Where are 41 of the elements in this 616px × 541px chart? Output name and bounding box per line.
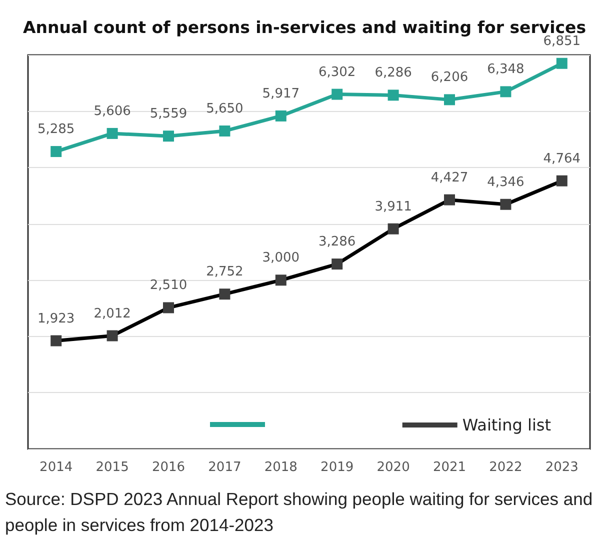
x-tick-label: 2019 xyxy=(320,460,354,475)
data-label: 5,650 xyxy=(206,101,244,116)
data-label: 1,923 xyxy=(37,311,75,326)
point xyxy=(388,90,399,101)
data-label: 5,917 xyxy=(262,86,300,102)
data-label: 5,559 xyxy=(150,106,188,122)
point xyxy=(332,88,343,100)
x-tick-label: 2016 xyxy=(152,460,186,475)
point xyxy=(500,86,512,98)
data-label: 6,206 xyxy=(430,70,468,86)
data-label: 6,286 xyxy=(374,66,412,81)
data-label: 4,346 xyxy=(487,174,524,190)
data-label: 3,286 xyxy=(318,234,356,250)
x-tick-label: 2022 xyxy=(489,460,522,475)
x-tick-label: 2017 xyxy=(208,460,242,475)
x-tick-label: 2020 xyxy=(376,460,410,475)
point xyxy=(219,125,230,136)
data-label: 6,302 xyxy=(318,64,356,80)
point xyxy=(50,146,62,158)
data-label: 2,510 xyxy=(150,278,188,294)
data-label: 4,427 xyxy=(430,170,468,186)
source-note: Source: DSPD 2023 Annual Report showing people waiting for services and people in services from 2014-2023 xyxy=(5,489,598,535)
data-label: 6,348 xyxy=(487,62,524,78)
x-tick-label: 2018 xyxy=(264,460,298,475)
x-tick-label: 2014 xyxy=(40,460,73,475)
data-label: 5,285 xyxy=(37,122,75,138)
data-label: 3,911 xyxy=(374,199,412,214)
data-label: 4,764 xyxy=(543,151,581,166)
x-tick-label: 2021 xyxy=(432,460,466,475)
data-label: 2,752 xyxy=(206,264,244,280)
x-tick-label: 2015 xyxy=(96,460,129,475)
data-label: 5,606 xyxy=(94,104,131,119)
data-label: 3,000 xyxy=(262,250,300,266)
data-label: 2,012 xyxy=(94,306,131,322)
x-tick-label: 2023 xyxy=(545,460,578,475)
point xyxy=(444,94,455,106)
point xyxy=(163,130,174,142)
point xyxy=(556,58,568,69)
point xyxy=(106,128,118,139)
point xyxy=(275,110,286,122)
legend-label: Waiting list xyxy=(462,416,552,434)
